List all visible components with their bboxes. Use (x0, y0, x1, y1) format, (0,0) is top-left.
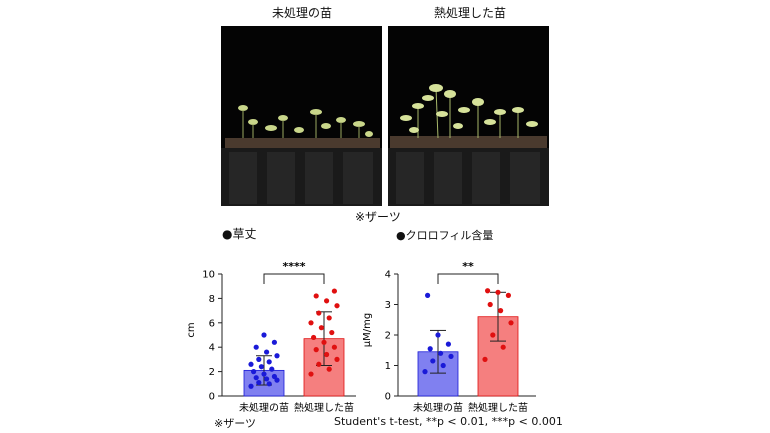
data-point (326, 366, 332, 372)
data-point (318, 325, 324, 331)
chart2-category-label: 未処理の苗 (413, 401, 463, 414)
chart2-category-label: 熱処理した苗 (468, 401, 528, 414)
data-point (274, 353, 280, 359)
data-point (438, 350, 444, 356)
data-point (430, 358, 436, 364)
data-point (313, 347, 319, 353)
y-tick-label: 2 (385, 331, 391, 342)
data-point (271, 373, 277, 380)
chart-chlorophyll: 0 1 2 3 4 μM/mg 未処理の苗 熱処理した苗 ** (362, 262, 536, 414)
y-tick-label: 0 (385, 392, 391, 403)
data-point (261, 332, 267, 338)
data-point (448, 353, 454, 359)
data-point (334, 356, 340, 362)
data-point (505, 292, 511, 298)
significance-bracket (263, 273, 325, 284)
data-point (264, 349, 270, 355)
chart2-significance-label: ** (462, 262, 474, 273)
y-tick-label: 3 (385, 300, 391, 311)
footer-stats: Student's t-test, **p < 0.01, ***p < 0.0… (334, 415, 563, 428)
photo-label-heat-treated: 熱処理した苗 (433, 6, 506, 20)
data-point (313, 293, 319, 299)
y-tick-label: 4 (385, 270, 391, 281)
data-point (256, 356, 262, 362)
chart2-heading: ●クロロフィル含量 (396, 229, 494, 242)
chart1-plot-area (243, 273, 345, 397)
data-point (261, 371, 267, 377)
chart-plant-height: 0 2 4 6 8 10 cm 未処理の苗 熱処理した苗 **** (186, 262, 356, 414)
data-point (266, 359, 272, 365)
data-point (495, 289, 501, 295)
data-point (264, 376, 270, 382)
chart2-plot-area (417, 273, 519, 397)
data-point (500, 344, 506, 350)
data-point (329, 329, 335, 336)
seedlings-illustration-untreated (221, 26, 382, 206)
data-point (445, 341, 451, 347)
significance-bracket (437, 273, 499, 284)
chart1-ylabel: cm (186, 322, 197, 337)
data-point (251, 369, 257, 375)
data-point (425, 292, 431, 298)
data-point (324, 298, 330, 304)
data-point (324, 351, 330, 358)
data-point (316, 310, 322, 316)
photo-untreated-seedlings (221, 26, 382, 206)
data-point (435, 332, 441, 338)
chart1-significance-label: **** (282, 262, 305, 273)
chart1-category-label: 未処理の苗 (239, 401, 289, 414)
data-point (334, 303, 340, 309)
data-point (253, 375, 259, 381)
data-point (331, 344, 337, 350)
data-point (485, 288, 491, 294)
data-point (266, 381, 272, 387)
data-point (248, 383, 254, 389)
data-point (258, 364, 264, 370)
data-point (316, 361, 322, 367)
y-tick-label: 8 (209, 294, 215, 305)
data-point (253, 344, 259, 350)
data-point (482, 356, 488, 362)
photo-heat-treated-seedlings (388, 26, 549, 206)
photo-label-untreated: 未処理の苗 (271, 6, 332, 20)
y-tick-label: 1 (385, 361, 391, 372)
y-tick-label: 2 (209, 367, 215, 378)
y-tick-label: 4 (209, 343, 215, 354)
seedlings-illustration-heat-treated (388, 26, 549, 206)
data-point (256, 379, 262, 386)
data-point (326, 315, 332, 321)
data-point (274, 377, 280, 383)
data-point (269, 366, 275, 372)
data-point (311, 334, 317, 341)
y-tick-label: 10 (202, 270, 215, 281)
data-point (427, 346, 433, 352)
data-point (498, 308, 504, 314)
y-tick-label: 6 (209, 318, 215, 329)
data-point (308, 371, 314, 377)
photo-caption: ※ザーツ (355, 210, 401, 224)
y-tick-label: 0 (209, 392, 215, 403)
data-point (271, 339, 277, 345)
footer-note: ※ザーツ (214, 417, 256, 430)
data-point (440, 362, 446, 369)
data-point (508, 320, 514, 326)
data-point (490, 332, 496, 338)
data-point (321, 339, 327, 345)
chart1-category-label: 熱処理した苗 (294, 401, 354, 414)
data-point (331, 288, 337, 294)
data-point (487, 301, 493, 308)
data-point (248, 361, 254, 367)
chart2-ylabel: μM/mg (362, 313, 373, 347)
data-point (308, 320, 314, 326)
data-point (422, 369, 428, 375)
chart1-heading: ●草丈 (222, 227, 257, 241)
